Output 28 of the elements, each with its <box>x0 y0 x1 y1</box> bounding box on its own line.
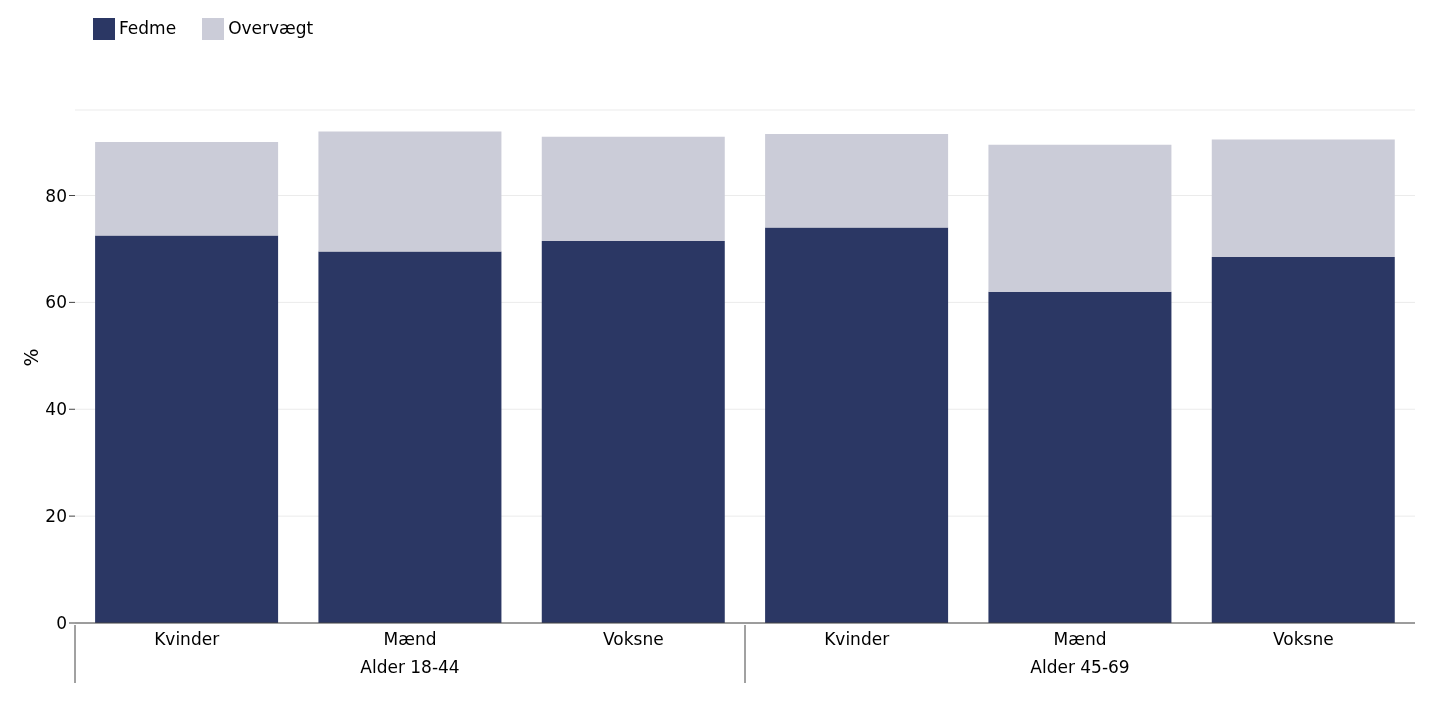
bar <box>318 131 502 252</box>
y-tick-label: 0 <box>56 613 67 634</box>
bar <box>988 291 1172 623</box>
legend-label: Fedme <box>119 18 177 38</box>
text: Alder 18-44 <box>360 657 460 677</box>
bar <box>1211 139 1395 257</box>
bar <box>95 235 279 623</box>
x-tick-label: Mænd <box>1053 629 1107 649</box>
y-tick-label: 20 <box>45 506 67 527</box>
x-tick-label: Voksne <box>603 629 664 649</box>
bar <box>988 144 1172 292</box>
bar <box>541 240 725 623</box>
bar <box>765 227 949 623</box>
text: Alder 45-69 <box>1030 657 1130 677</box>
bar <box>95 142 279 236</box>
bar <box>541 136 725 241</box>
y-tick-label: 60 <box>45 292 67 313</box>
x-tick-label: Kvinder <box>154 629 220 649</box>
bar <box>1211 256 1395 623</box>
x-tick-label: Voksne <box>1273 629 1334 649</box>
x-tick-label: Mænd <box>383 629 437 649</box>
y-tick-label: 40 <box>45 399 67 420</box>
y-tick-label: 80 <box>45 185 67 206</box>
bar <box>318 251 502 623</box>
y-axis-title: % <box>19 348 42 367</box>
bar <box>765 134 949 228</box>
x-tick-label: Kvinder <box>824 629 890 649</box>
legend-label: Overvægt <box>228 18 314 38</box>
